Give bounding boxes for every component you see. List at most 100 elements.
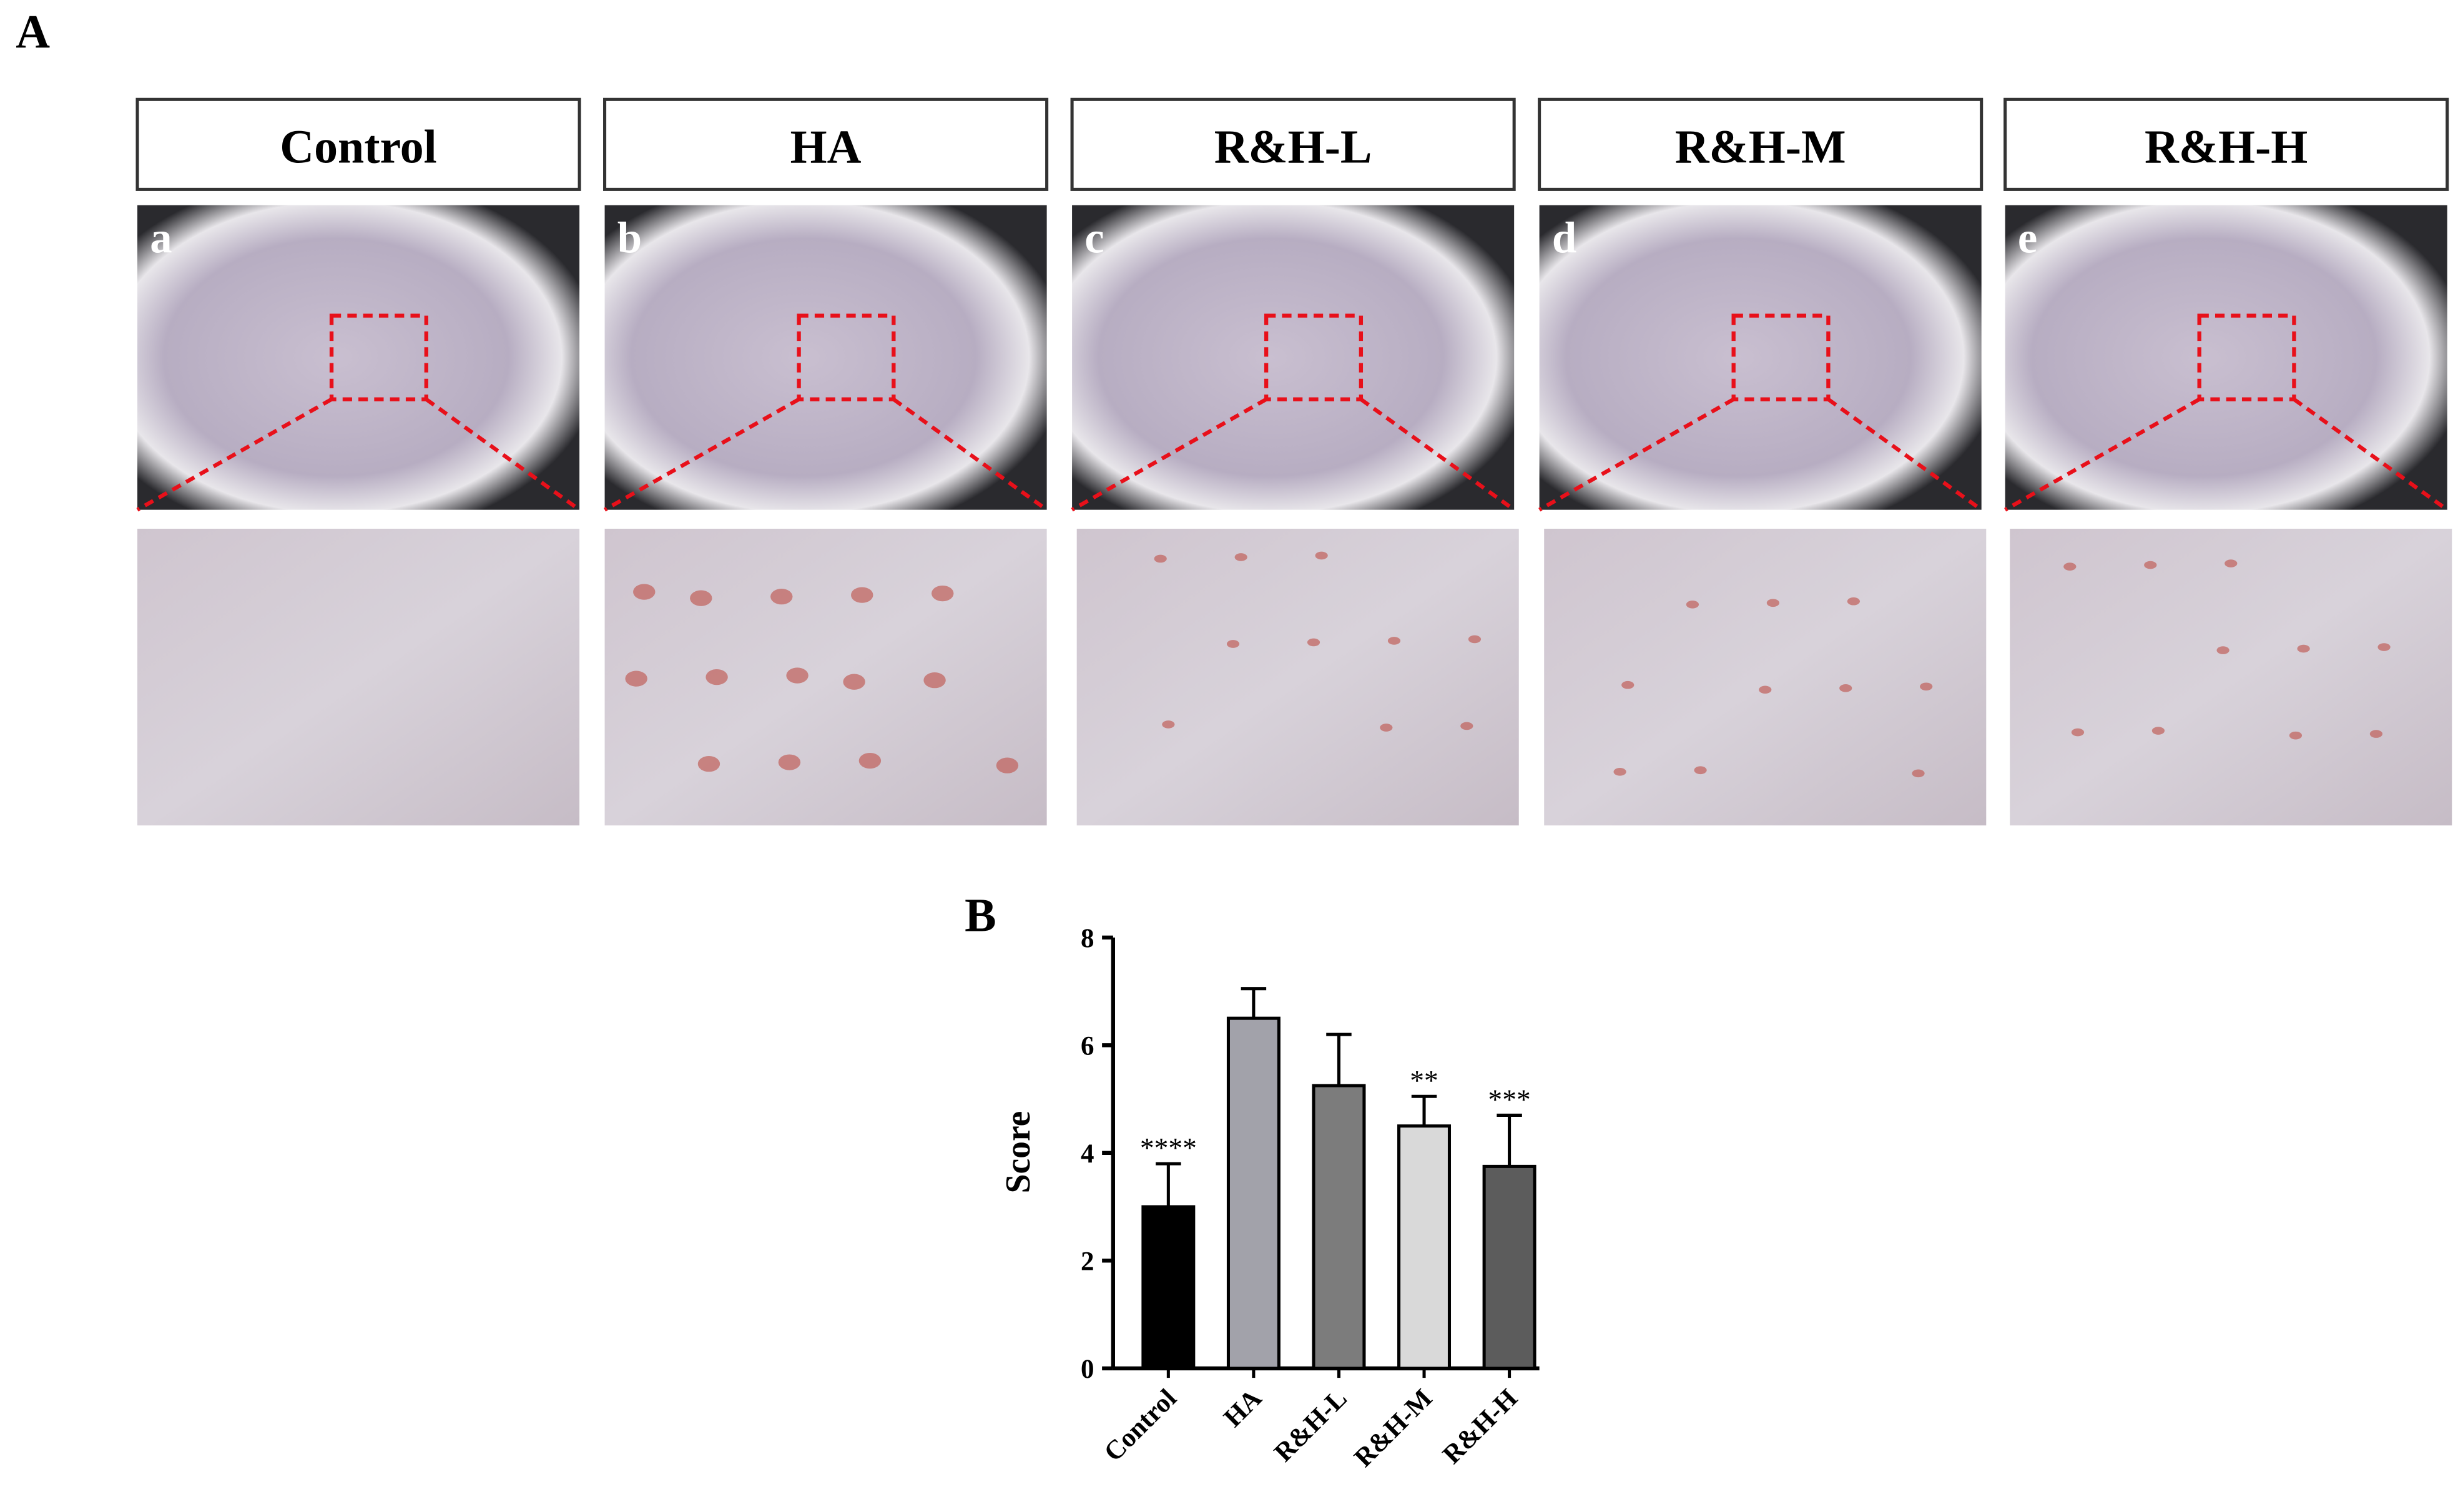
group-label: HA xyxy=(790,120,862,173)
zoom-line xyxy=(1538,397,1735,512)
group-box xyxy=(135,97,581,191)
zoom-box xyxy=(797,313,896,401)
lesion xyxy=(1847,597,1860,606)
lesion xyxy=(923,672,946,689)
photo-letter: b xyxy=(617,214,642,263)
overview-photo xyxy=(2005,205,2447,510)
lesion xyxy=(2063,562,2077,571)
significance: **** xyxy=(1140,1132,1197,1164)
zoom-line xyxy=(136,397,333,512)
group-label: R&H-H xyxy=(2145,120,2308,173)
group-label: R&H-M xyxy=(1675,120,1846,173)
error-bar xyxy=(1156,1162,1181,1207)
bar xyxy=(1482,1164,1536,1370)
error-bar xyxy=(1497,1113,1522,1167)
group-box xyxy=(2003,97,2449,191)
lesion xyxy=(1912,769,1925,778)
group-label: Control xyxy=(280,120,436,173)
x-tick-label: R&H-L xyxy=(1269,1383,1353,1467)
photo-letter: e xyxy=(2018,214,2037,263)
bar xyxy=(1141,1205,1196,1370)
lesion xyxy=(1460,722,1473,730)
y-tick-label: 2 xyxy=(1081,1247,1094,1277)
lesion xyxy=(858,752,882,769)
lesion xyxy=(1686,600,1699,609)
lesion xyxy=(690,590,712,606)
lesion xyxy=(2377,643,2391,651)
error-bar xyxy=(1411,1094,1437,1126)
bar xyxy=(1397,1124,1452,1370)
lesion xyxy=(2071,728,2085,737)
zoom-box xyxy=(2197,313,2296,401)
overview-photo xyxy=(604,205,1047,510)
x-tick-label: Control xyxy=(1099,1383,1182,1467)
overview-photo xyxy=(1539,205,1982,510)
lesion xyxy=(2144,561,2157,569)
x-tick-label: R&H-H xyxy=(1437,1383,1523,1470)
zoom-photo xyxy=(1076,528,1519,826)
zoom-line xyxy=(2004,397,2201,512)
lesion xyxy=(770,589,793,605)
y-axis-label: Score xyxy=(999,1111,1038,1194)
error-bar xyxy=(1241,987,1267,1019)
x-tick-label: R&H-M xyxy=(1349,1383,1438,1473)
lesion xyxy=(625,670,647,687)
lesion xyxy=(1621,680,1635,689)
panel-label: A xyxy=(16,6,50,58)
lesion xyxy=(1468,635,1482,644)
group-box xyxy=(1070,97,1516,191)
x-tick-label: HA xyxy=(1218,1383,1267,1433)
lesion xyxy=(2225,559,2238,567)
lesion xyxy=(1162,720,1175,729)
overview-photo xyxy=(1072,205,1515,510)
lesion xyxy=(2151,727,2165,735)
zoom-photo xyxy=(604,528,1047,826)
lesion xyxy=(705,669,728,685)
significance: ** xyxy=(1410,1064,1438,1096)
y-tick-label: 8 xyxy=(1081,924,1094,953)
y-tick-label: 6 xyxy=(1081,1031,1094,1061)
lesion xyxy=(1307,638,1320,647)
photo-letter: d xyxy=(1552,214,1576,263)
lesion xyxy=(996,757,1019,773)
lesion xyxy=(1766,599,1780,607)
lesion xyxy=(1920,682,1933,691)
lesion xyxy=(1234,553,1247,561)
lesion xyxy=(1694,766,1707,775)
lesion xyxy=(1387,637,1401,645)
group-box xyxy=(1538,97,1984,191)
error-bar xyxy=(1326,1033,1352,1086)
group-label: R&H-L xyxy=(1214,120,1372,173)
lesion xyxy=(2289,731,2303,740)
zoom-box xyxy=(329,313,428,401)
lesion xyxy=(697,756,720,772)
zoom-line xyxy=(603,397,800,512)
zoom-photo xyxy=(2010,528,2452,826)
panel-label: B xyxy=(965,890,996,942)
lesion xyxy=(786,667,809,684)
photo-letter: a xyxy=(150,214,172,263)
lesion xyxy=(2297,644,2310,653)
bar xyxy=(1312,1084,1366,1370)
zoom-box xyxy=(1264,313,1364,401)
lesion xyxy=(778,754,801,770)
lesion xyxy=(851,587,873,603)
y-tick-label: 4 xyxy=(1081,1139,1094,1169)
lesion xyxy=(1613,767,1626,776)
zoom-photo xyxy=(1544,528,1987,826)
lesion xyxy=(1839,684,1852,692)
y-tick-label: 0 xyxy=(1081,1355,1094,1384)
photo-letter: c xyxy=(1084,214,1104,263)
lesion xyxy=(1315,551,1328,560)
lesion xyxy=(1759,685,1772,694)
zoom-line xyxy=(1071,397,1267,512)
group-box xyxy=(603,97,1049,191)
overview-photo xyxy=(137,205,580,510)
lesion xyxy=(843,674,865,690)
lesion xyxy=(633,584,656,600)
lesion xyxy=(1380,724,1393,732)
bar xyxy=(1226,1016,1281,1370)
lesion xyxy=(1154,554,1167,563)
lesion xyxy=(932,585,954,602)
